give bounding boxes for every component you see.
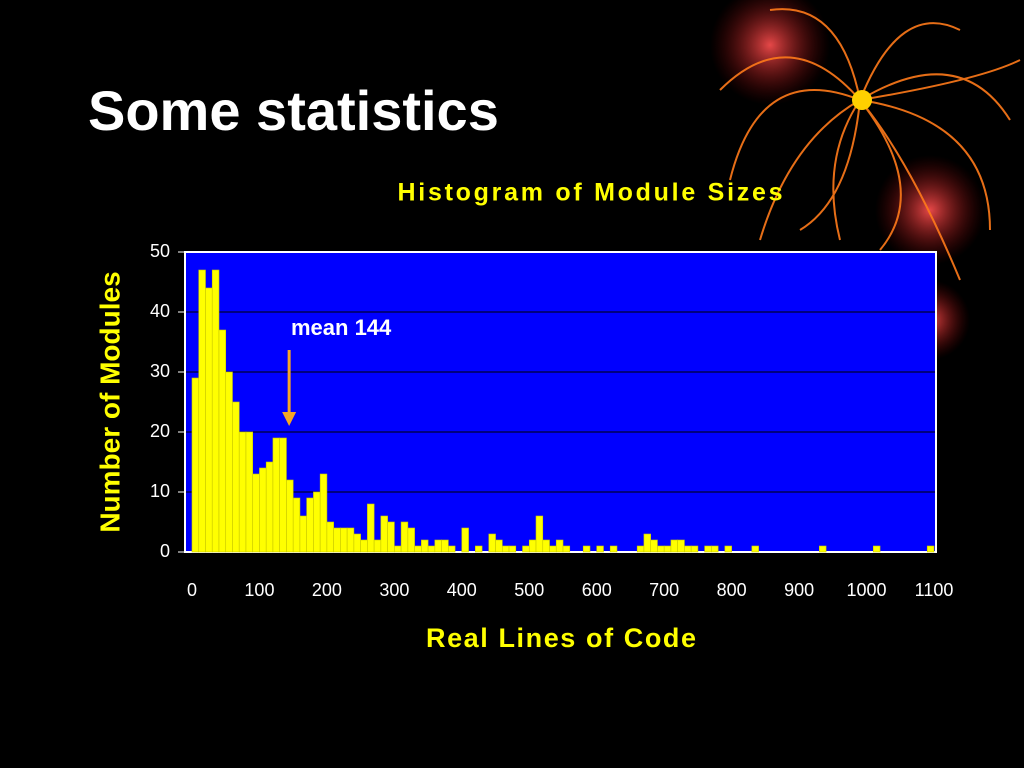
histogram-bar: [218, 329, 227, 553]
histogram-bar: [596, 545, 604, 553]
histogram-bar: [582, 545, 591, 553]
histogram-bar: [663, 545, 672, 553]
histogram-bar: [711, 545, 719, 553]
histogram-bar: [211, 269, 220, 553]
histogram-bar: [542, 539, 550, 553]
histogram-bar: [346, 527, 355, 553]
histogram-bar: [508, 545, 517, 553]
histogram-bar: [751, 545, 759, 553]
histogram-bar: [528, 539, 537, 553]
histogram-bar: [475, 545, 483, 553]
x-tick-label: 300: [379, 580, 409, 600]
histogram-bar: [279, 437, 287, 553]
histogram-bar: [724, 545, 732, 553]
histogram-bar: [677, 539, 685, 553]
histogram-bar: [245, 431, 254, 553]
histogram-bar: [461, 527, 469, 553]
histogram-bar: [609, 545, 618, 553]
histogram-bar: [205, 287, 213, 553]
histogram-bar: [340, 527, 348, 553]
x-tick-label: 800: [717, 580, 747, 600]
histogram-bar: [448, 545, 456, 553]
y-tick-label: 20: [150, 421, 170, 441]
histogram-bar: [286, 479, 294, 553]
histogram-bar: [562, 545, 571, 553]
histogram-bar: [373, 539, 382, 553]
histogram-bar: [684, 545, 692, 553]
histogram-bar: [441, 539, 449, 553]
histogram-bar: [434, 539, 442, 553]
histogram-bar: [272, 437, 280, 553]
x-tick-label: 400: [447, 580, 477, 600]
x-tick-label: 600: [582, 580, 612, 600]
histogram-bar: [704, 545, 712, 553]
histogram-bar: [306, 497, 314, 553]
histogram-bar: [299, 515, 307, 553]
histogram-bar: [549, 545, 557, 553]
slide-title: Some statistics: [88, 79, 499, 142]
histogram-bar: [400, 521, 409, 553]
histogram-bar: [360, 539, 368, 553]
histogram-bar: [636, 545, 645, 553]
histogram-bar: [421, 539, 429, 553]
histogram-bar: [232, 401, 240, 553]
y-tick-label: 50: [150, 241, 170, 261]
histogram-bar: [292, 497, 301, 553]
x-tick-label: 100: [244, 580, 274, 600]
histogram-bar: [238, 431, 247, 553]
histogram-bar: [333, 527, 341, 553]
y-tick-label: 10: [150, 481, 170, 501]
histogram-bar: [265, 461, 274, 553]
histogram-bar: [522, 545, 530, 553]
histogram-bar: [488, 533, 496, 553]
histogram-bar: [225, 371, 233, 553]
x-tick-label: 700: [649, 580, 679, 600]
annotation-arrowhead: [282, 412, 297, 426]
histogram-bar: [643, 533, 651, 553]
x-tick-label: 1000: [847, 580, 887, 600]
histogram-bar: [319, 473, 328, 553]
x-axis-label: Real Lines of Code: [426, 623, 696, 653]
histogram-bar: [407, 527, 415, 553]
histogram-bar: [313, 491, 321, 553]
histogram-bar: [380, 515, 388, 553]
x-tick-label: 200: [312, 580, 342, 600]
y-tick-label: 0: [160, 541, 170, 561]
y-tick-label: 40: [150, 301, 170, 321]
histogram-bar: [657, 545, 665, 553]
histogram-bar: [198, 269, 206, 553]
histogram-bar: [387, 521, 395, 553]
histogram-bar: [690, 545, 699, 553]
histogram-bar: [353, 533, 361, 553]
histogram-bar: [670, 539, 678, 553]
histogram-bar: [252, 473, 260, 553]
x-tick-label: 500: [514, 580, 544, 600]
y-tick-label: 30: [150, 361, 170, 381]
histogram-bar: [555, 539, 564, 553]
histogram-bar: [501, 545, 510, 553]
annotation-text: mean 144: [291, 315, 392, 340]
histogram-bar: [394, 545, 402, 553]
histogram-bar: [427, 545, 436, 553]
histogram-bar: [650, 539, 658, 553]
histogram-bar: [259, 467, 267, 553]
histogram-bar: [872, 545, 881, 553]
histogram-bar: [926, 545, 935, 553]
x-tick-label: 900: [784, 580, 814, 600]
histogram-bar: [326, 521, 334, 553]
y-axis-label: Number of Modules: [94, 271, 125, 532]
histogram-bar: [819, 545, 827, 553]
x-tick-label: 0: [187, 580, 197, 600]
histogram-bar: [367, 503, 375, 553]
histogram-bar: [191, 377, 200, 553]
histogram-bar: [414, 545, 422, 553]
histogram-bar: [535, 515, 544, 553]
x-tick-label: 1100: [915, 580, 954, 600]
histogram-bar: [495, 539, 503, 553]
chart-title: Histogram of Module Sizes: [398, 179, 783, 207]
